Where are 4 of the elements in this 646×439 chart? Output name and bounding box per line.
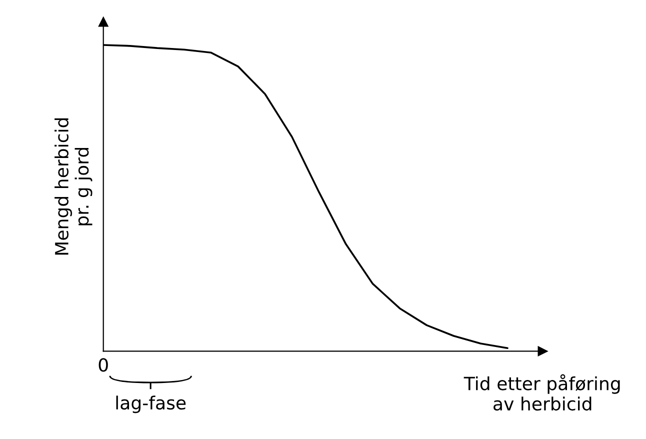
text: 0 — [98, 358, 108, 372]
x-axis-title: Tid etter påføring av herbicid — [464, 374, 620, 411]
text: lag-fase — [116, 396, 186, 414]
y-axis-title: Mengd herbicid pr. g jord — [54, 118, 92, 255]
